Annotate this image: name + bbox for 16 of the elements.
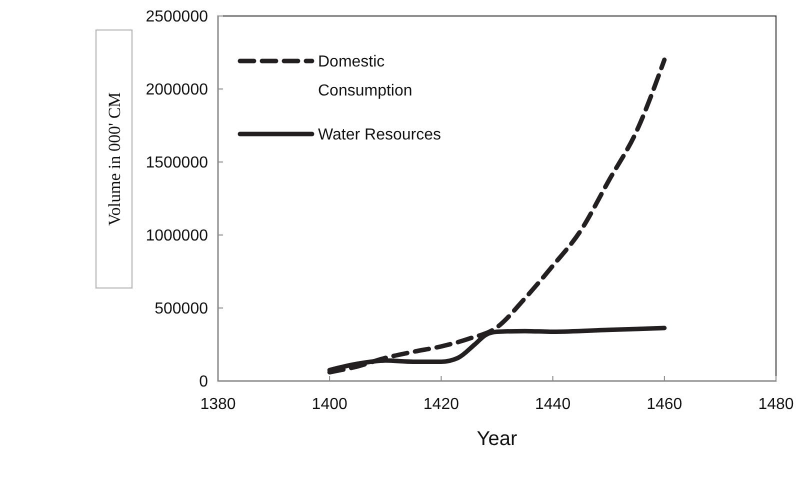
y-axis-title: Volume in 000' CM: [105, 92, 124, 226]
x-tick-label: 1420: [423, 396, 460, 413]
legend-label: Water Resources: [318, 126, 441, 144]
y-tick-label: 0: [199, 374, 208, 391]
x-tick-label: 1400: [312, 396, 348, 413]
y-tick-label: 1500000: [146, 154, 208, 172]
x-tick-label: 1460: [646, 396, 682, 413]
x-tick-label: 1440: [535, 396, 571, 413]
y-tick-label: 1000000: [146, 228, 208, 245]
x-tick-label: 1380: [200, 396, 236, 413]
x-tick-label: 1480: [758, 396, 794, 413]
y-tick-label: 2500000: [146, 8, 208, 26]
x-axis-title: Year: [476, 428, 518, 450]
y-tick-label: 2000000: [146, 82, 208, 99]
y-tick-label: 500000: [154, 300, 208, 318]
legend-label: Domestic Consumption: [318, 54, 412, 100]
